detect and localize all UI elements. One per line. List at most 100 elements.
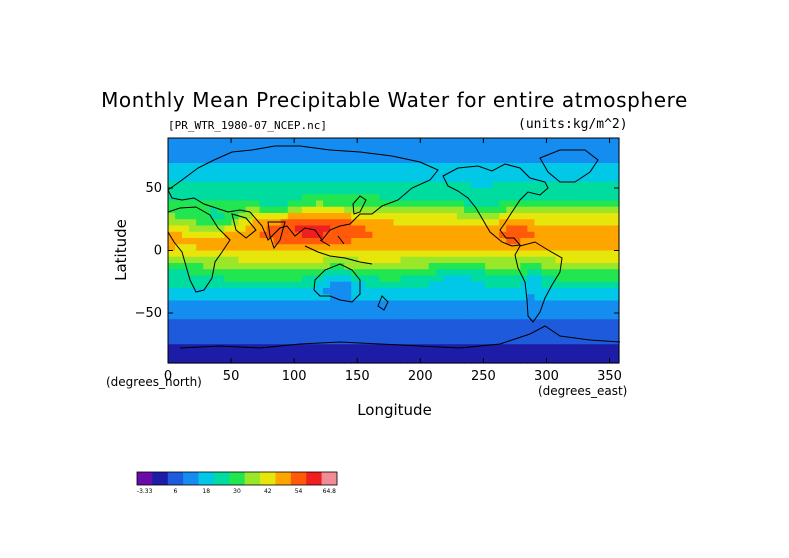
- heatmap-cell: [583, 163, 592, 170]
- heatmap-cell: [428, 238, 437, 245]
- heatmap-cell: [555, 231, 564, 239]
- heatmap-cell: [499, 225, 507, 233]
- heatmap-cell: [604, 231, 613, 239]
- heatmap-cell: [337, 238, 345, 245]
- heatmap-cell: [548, 156, 557, 164]
- heatmap-cell: [604, 294, 613, 302]
- heatmap-cell: [175, 213, 183, 220]
- x-tick-label: 150: [345, 369, 370, 384]
- heatmap-cell: [330, 344, 338, 352]
- heatmap-cell: [294, 188, 303, 195]
- heatmap-cell: [506, 150, 514, 158]
- heatmap-cell: [428, 231, 437, 239]
- heatmap-cell: [210, 181, 218, 189]
- heatmap-cell: [203, 219, 211, 227]
- heatmap-cell: [421, 150, 430, 158]
- heatmap-cell: [400, 350, 409, 358]
- heatmap-cell: [449, 231, 458, 239]
- heatmap-cell: [428, 325, 437, 333]
- heatmap-cell: [499, 194, 507, 202]
- heatmap-cell: [168, 281, 176, 289]
- heatmap-cell: [372, 319, 381, 327]
- heatmap-cell: [358, 231, 366, 239]
- heatmap-cell: [301, 313, 310, 320]
- heatmap-cell: [590, 325, 599, 333]
- heatmap-cell: [463, 206, 472, 214]
- heatmap-cell: [393, 256, 402, 264]
- heatmap-cell: [393, 156, 402, 164]
- heatmap-cell: [323, 200, 331, 208]
- heatmap-cell: [351, 231, 359, 239]
- heatmap-cell: [442, 169, 451, 177]
- heatmap-cell: [541, 313, 550, 320]
- heatmap-cell: [485, 144, 493, 152]
- heatmap-cell: [449, 181, 458, 189]
- heatmap-cell: [344, 219, 352, 227]
- heatmap-cell: [492, 194, 500, 202]
- heatmap-cell: [414, 306, 423, 314]
- heatmap-cell: [541, 238, 550, 245]
- heatmap-cell: [372, 300, 381, 308]
- heatmap-cell: [337, 163, 345, 170]
- heatmap-cell: [562, 306, 571, 314]
- heatmap-cell: [421, 175, 430, 183]
- heatmap-cell: [351, 356, 359, 364]
- colorbar-swatch: [321, 472, 338, 485]
- heatmap-cell: [541, 263, 550, 270]
- heatmap-cell: [203, 169, 211, 177]
- heatmap-cell: [548, 163, 557, 170]
- heatmap-cell: [386, 281, 395, 289]
- heatmap-cell: [379, 281, 388, 289]
- heatmap-cell: [590, 181, 599, 189]
- heatmap-cell: [583, 331, 592, 339]
- heatmap-cell: [182, 194, 190, 202]
- heatmap-cell: [492, 144, 500, 152]
- heatmap-cell: [527, 344, 536, 352]
- heatmap-cell: [337, 325, 345, 333]
- heatmap-cell: [471, 194, 479, 202]
- heatmap-cell: [217, 325, 225, 333]
- heatmap-cell: [541, 206, 550, 214]
- heatmap-cell: [372, 306, 381, 314]
- heatmap-cell: [541, 213, 550, 220]
- heatmap-cell: [555, 194, 564, 202]
- heatmap-cell: [583, 344, 592, 352]
- heatmap-cell: [323, 313, 331, 320]
- heatmap-cell: [259, 213, 268, 220]
- heatmap-cell: [224, 294, 233, 302]
- heatmap-cell: [301, 175, 310, 183]
- heatmap-cell: [280, 344, 289, 352]
- heatmap-cell: [182, 231, 190, 239]
- heatmap-cell: [442, 263, 451, 270]
- heatmap-cell: [548, 306, 557, 314]
- heatmap-cell: [358, 175, 366, 183]
- heatmap-cell: [315, 206, 324, 214]
- heatmap-cell: [323, 331, 331, 339]
- heatmap-cell: [456, 356, 465, 364]
- heatmap-cell: [280, 294, 289, 302]
- heatmap-cell: [449, 306, 458, 314]
- heatmap-cell: [168, 294, 176, 302]
- heatmap-cell: [175, 156, 183, 164]
- coast-antarctica: [179, 325, 621, 349]
- heatmap-cell: [456, 306, 465, 314]
- heatmap-cell: [273, 219, 282, 227]
- heatmap-cell: [421, 163, 430, 170]
- heatmap-cell: [351, 269, 359, 277]
- heatmap-cell: [393, 288, 402, 295]
- heatmap-cell: [478, 163, 486, 170]
- heatmap-cell: [372, 356, 381, 364]
- heatmap-cell: [217, 300, 225, 308]
- heatmap-cell: [168, 163, 176, 170]
- heatmap-cell: [344, 150, 352, 158]
- heatmap-cell: [541, 181, 550, 189]
- heatmap-cell: [196, 181, 204, 189]
- heatmap-cell: [210, 231, 218, 239]
- heatmap-cell: [337, 300, 345, 308]
- heatmap-cell: [231, 313, 240, 320]
- heatmap-cell: [358, 331, 366, 339]
- heatmap-cell: [590, 200, 599, 208]
- heatmap-cell: [506, 138, 514, 145]
- heatmap-cell: [541, 256, 550, 264]
- heatmap-cell: [485, 188, 493, 195]
